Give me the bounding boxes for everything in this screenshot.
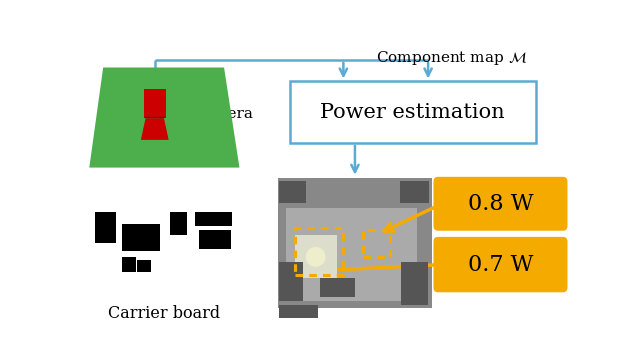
- FancyBboxPatch shape: [137, 260, 151, 272]
- FancyBboxPatch shape: [289, 81, 536, 143]
- FancyBboxPatch shape: [295, 235, 337, 278]
- Text: 0.8 W: 0.8 W: [468, 193, 533, 215]
- FancyBboxPatch shape: [122, 257, 136, 272]
- Text: Component map $\mathcal{M}$: Component map $\mathcal{M}$: [376, 49, 527, 67]
- FancyBboxPatch shape: [195, 212, 232, 226]
- FancyBboxPatch shape: [399, 181, 429, 203]
- Text: IR-camera: IR-camera: [173, 107, 253, 121]
- Text: Carrier board: Carrier board: [108, 305, 220, 322]
- FancyBboxPatch shape: [198, 230, 231, 249]
- Polygon shape: [90, 67, 239, 167]
- FancyBboxPatch shape: [170, 212, 187, 235]
- FancyBboxPatch shape: [433, 177, 568, 231]
- FancyBboxPatch shape: [144, 89, 166, 118]
- FancyBboxPatch shape: [285, 208, 417, 301]
- FancyBboxPatch shape: [433, 237, 568, 292]
- Polygon shape: [141, 118, 168, 140]
- FancyBboxPatch shape: [401, 262, 428, 305]
- Text: 0.7 W: 0.7 W: [468, 253, 533, 276]
- Polygon shape: [144, 117, 166, 118]
- Text: Power estimation: Power estimation: [321, 103, 505, 122]
- FancyBboxPatch shape: [278, 177, 432, 308]
- Circle shape: [307, 248, 325, 266]
- FancyBboxPatch shape: [122, 224, 160, 251]
- FancyBboxPatch shape: [320, 278, 355, 297]
- FancyBboxPatch shape: [280, 305, 318, 328]
- FancyBboxPatch shape: [280, 262, 303, 301]
- FancyBboxPatch shape: [95, 212, 116, 243]
- FancyBboxPatch shape: [280, 181, 307, 203]
